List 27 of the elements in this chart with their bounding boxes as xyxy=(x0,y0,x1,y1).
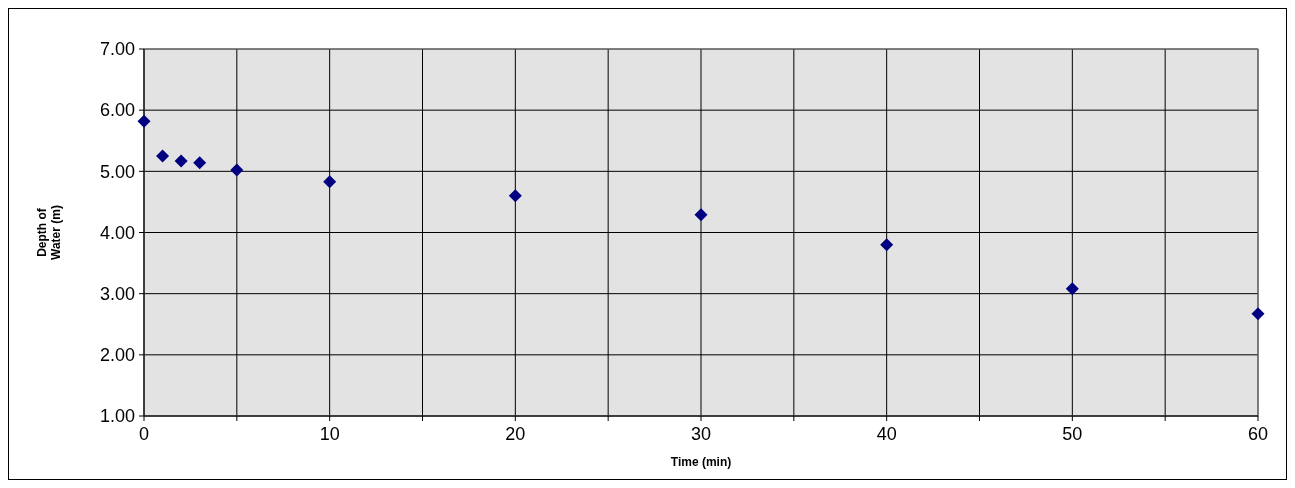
y-axis-title: Depth of Water (m) xyxy=(34,205,63,260)
y-tick-label: 2.00 xyxy=(99,345,135,366)
point xyxy=(880,238,894,252)
x-tick-label: 40 xyxy=(876,424,897,444)
point xyxy=(193,156,207,170)
x-axis-title: Time (min) xyxy=(670,455,732,469)
y-tick-label: 6.00 xyxy=(99,100,135,121)
y-tick-label: 1.00 xyxy=(99,406,135,427)
x-tick-label: 20 xyxy=(505,424,526,444)
x-tick-label: 30 xyxy=(690,424,712,444)
x-tick-label: 60 xyxy=(1247,424,1269,444)
x-tick-label: 0 xyxy=(138,424,150,444)
point xyxy=(508,189,522,203)
x-tick-label: 10 xyxy=(319,424,340,444)
point xyxy=(174,154,188,168)
point xyxy=(1251,307,1265,321)
point xyxy=(230,163,244,177)
point xyxy=(156,149,170,163)
y-tick-label: 3.00 xyxy=(99,283,135,304)
y-tick-label: 7.00 xyxy=(99,39,135,60)
y-tick-label: 5.00 xyxy=(99,161,135,182)
point xyxy=(323,175,337,189)
y-tick-label: 4.00 xyxy=(99,222,135,243)
x-tick-label: 50 xyxy=(1062,424,1083,444)
point xyxy=(1065,282,1079,296)
point xyxy=(694,208,708,222)
point xyxy=(137,114,151,128)
